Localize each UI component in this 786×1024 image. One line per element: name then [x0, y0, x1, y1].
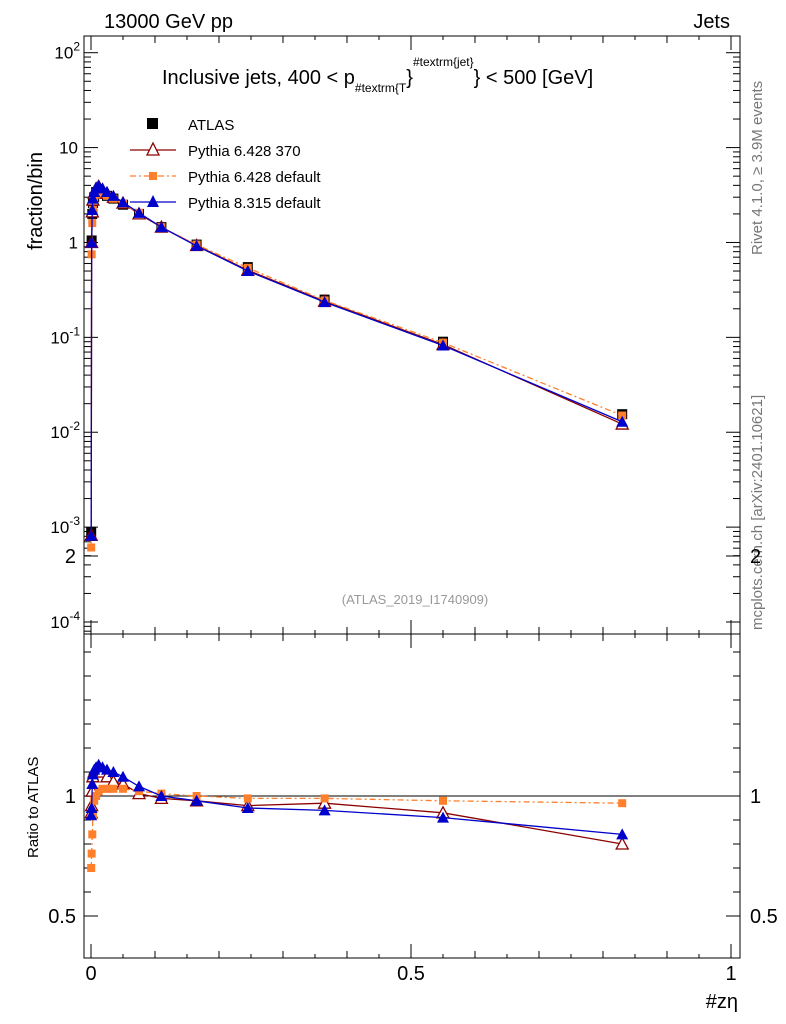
main-ytick-label: 10 — [59, 139, 78, 158]
legend-py8-label: Pythia 8.315 default — [188, 195, 321, 212]
main-ytick-label: 10-3 — [50, 514, 80, 537]
x-axis-label: #zη — [706, 991, 738, 1013]
ratio-point-3-14 — [241, 802, 254, 813]
main-point-3-9 — [107, 189, 120, 201]
main-point-2-0 — [87, 543, 96, 552]
ratio-point-3-13 — [190, 794, 203, 806]
ratio-point-1-17 — [615, 836, 630, 850]
main-point-3-11 — [133, 206, 145, 218]
main-point-3-15 — [318, 296, 331, 308]
main-series-line-3 — [90, 185, 623, 536]
xtick-label: 1 — [725, 963, 736, 985]
ratio-point-2-1 — [87, 849, 96, 858]
ratio-axis-ticks: 0.5 0.5 1 1 2 2 0 0.5 1 — [48, 546, 778, 985]
ratio-point-3-11 — [133, 780, 145, 792]
ratio-point-3-15 — [318, 804, 331, 816]
main-ytick-label: 10-1 — [50, 324, 80, 347]
ratio-point-3-1 — [85, 802, 98, 813]
main-point-2-17 — [618, 411, 627, 420]
ratio-point-2-0 — [87, 864, 96, 872]
ratio-point-3-9 — [107, 766, 120, 777]
ratio-point-3-2 — [86, 778, 99, 789]
legend-atlas-label: ATLAS — [188, 117, 234, 134]
main-point-3-16 — [437, 339, 449, 351]
ratio-point-2-5 — [92, 792, 101, 800]
main-point-3-0 — [85, 529, 98, 541]
header-jets: Jets — [693, 11, 730, 33]
side-text-mcplots: mcplots.cern.ch [arXiv:2401.10621] — [749, 395, 766, 630]
main-point-3-10 — [117, 196, 129, 208]
main-ytick-label: 10-2 — [50, 419, 80, 442]
main-ylabel: fraction/bin — [25, 152, 47, 250]
analysis-tag: (ATLAS_2019_I1740909) — [342, 592, 488, 607]
main-series-group — [84, 179, 630, 552]
legend-py8-marker — [147, 195, 159, 207]
legend-py6-default-marker — [149, 172, 157, 180]
main-ytick-label: 102 — [54, 40, 80, 63]
ratio-point-2-9 — [109, 784, 118, 793]
legend: ATLAS Pythia 6.428 370 Pythia 6.428 defa… — [130, 117, 321, 212]
ratio-ytick-label: 0.5 — [48, 906, 76, 928]
main-point-3-8 — [101, 186, 113, 198]
legend-py6-370-marker — [145, 141, 161, 156]
main-panel-frame — [83, 35, 741, 635]
ratio-point-2-17 — [618, 799, 627, 808]
main-point-3-1 — [85, 236, 98, 248]
xtick-label: 0 — [85, 963, 96, 985]
main-point-3-17 — [616, 415, 629, 427]
ratio-point-2-14 — [243, 794, 252, 803]
ratio-series-line-2 — [90, 788, 623, 869]
ratio-ytick-label-right: 0.5 — [750, 906, 778, 928]
ratio-point-2-15 — [320, 794, 329, 803]
ratio-ytick-label-right: 1 — [750, 786, 761, 808]
ratio-point-2-4 — [90, 796, 99, 805]
legend-py6-370-label: Pythia 6.428 370 — [188, 143, 301, 160]
ratio-point-3-8 — [101, 763, 113, 775]
main-ytick-label: 1 — [69, 233, 78, 252]
main-series-line-1 — [90, 185, 623, 536]
main-series-line-2 — [90, 189, 623, 548]
main-point-3-12 — [155, 221, 168, 233]
ratio-point-2-7 — [98, 784, 107, 793]
main-point-3-14 — [241, 265, 254, 277]
plot-title: Inclusive jets, 400 < p#textrm{T}#textrm… — [162, 55, 593, 95]
ratio-point-3-17 — [616, 828, 629, 840]
ratio-ytick-label: 2 — [65, 546, 76, 568]
main-point-3-13 — [190, 239, 203, 251]
legend-atlas-marker — [147, 118, 158, 129]
xtick-label: 0.5 — [397, 963, 425, 985]
ratio-point-3-10 — [117, 770, 129, 782]
ratio-point-2-10 — [119, 784, 127, 793]
ratio-point-2-16 — [439, 796, 447, 805]
ratio-point-3-0 — [85, 809, 98, 821]
ratio-point-3-12 — [155, 790, 168, 801]
main-point-3-2 — [86, 203, 99, 215]
ratio-series-line-1 — [90, 766, 623, 845]
main-ytick-label: 10-4 — [50, 609, 80, 632]
ratio-ytick-label-right: 2 — [750, 546, 761, 568]
ratio-point-2-2 — [88, 830, 97, 839]
ratio-ylabel: Ratio to ATLAS — [25, 757, 42, 858]
ratio-series-group — [84, 758, 630, 872]
ratio-point-3-16 — [437, 811, 449, 823]
legend-py6-default-label: Pythia 6.428 default — [188, 169, 321, 186]
main-point-3-3 — [86, 192, 99, 204]
ratio-ytick-label: 1 — [65, 786, 76, 808]
ratio-point-2-8 — [103, 784, 111, 793]
header-energy: 13000 GeV pp — [104, 11, 233, 33]
side-text-rivet: Rivet 4.1.0, ≥ 3.9M events — [749, 81, 766, 255]
